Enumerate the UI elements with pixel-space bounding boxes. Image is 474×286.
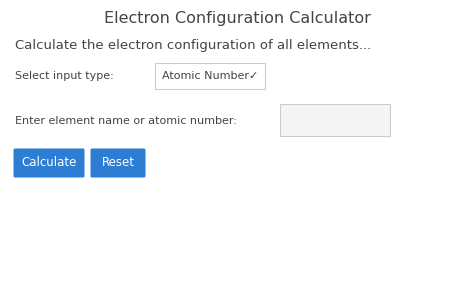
FancyBboxPatch shape xyxy=(91,148,146,178)
Text: Calculate: Calculate xyxy=(21,156,77,170)
Text: Atomic Number✓: Atomic Number✓ xyxy=(162,71,258,81)
Text: Reset: Reset xyxy=(101,156,135,170)
Text: Calculate the electron configuration of all elements...: Calculate the electron configuration of … xyxy=(15,39,371,53)
FancyBboxPatch shape xyxy=(280,104,390,136)
FancyBboxPatch shape xyxy=(155,63,265,89)
Text: Select input type:: Select input type: xyxy=(15,71,114,81)
FancyBboxPatch shape xyxy=(13,148,84,178)
Text: Enter element name or atomic number:: Enter element name or atomic number: xyxy=(15,116,237,126)
Text: Electron Configuration Calculator: Electron Configuration Calculator xyxy=(103,11,371,25)
